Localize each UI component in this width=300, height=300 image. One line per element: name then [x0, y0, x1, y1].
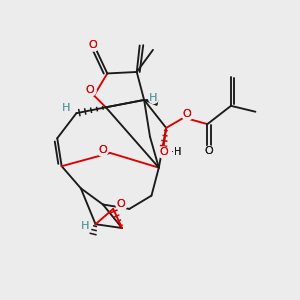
- Text: O: O: [98, 145, 107, 155]
- Polygon shape: [144, 99, 158, 105]
- Text: O: O: [116, 200, 125, 209]
- Text: O: O: [85, 85, 94, 94]
- Text: H: H: [149, 93, 157, 103]
- Text: O: O: [205, 146, 213, 156]
- Text: O: O: [88, 40, 97, 50]
- Text: O: O: [182, 109, 191, 119]
- Text: O: O: [205, 146, 213, 156]
- Text: H: H: [80, 221, 89, 231]
- Text: H: H: [62, 103, 70, 113]
- Text: O: O: [85, 85, 94, 94]
- Text: ·H: ·H: [171, 147, 182, 158]
- Text: H: H: [149, 93, 157, 103]
- Text: O: O: [182, 109, 191, 119]
- Text: H: H: [62, 103, 70, 113]
- Text: O: O: [98, 145, 107, 155]
- Text: ·H: ·H: [171, 147, 182, 158]
- Text: O: O: [88, 40, 97, 50]
- Text: O: O: [159, 147, 168, 158]
- Text: H: H: [80, 221, 89, 231]
- Text: O: O: [159, 147, 168, 158]
- Text: O: O: [116, 200, 125, 209]
